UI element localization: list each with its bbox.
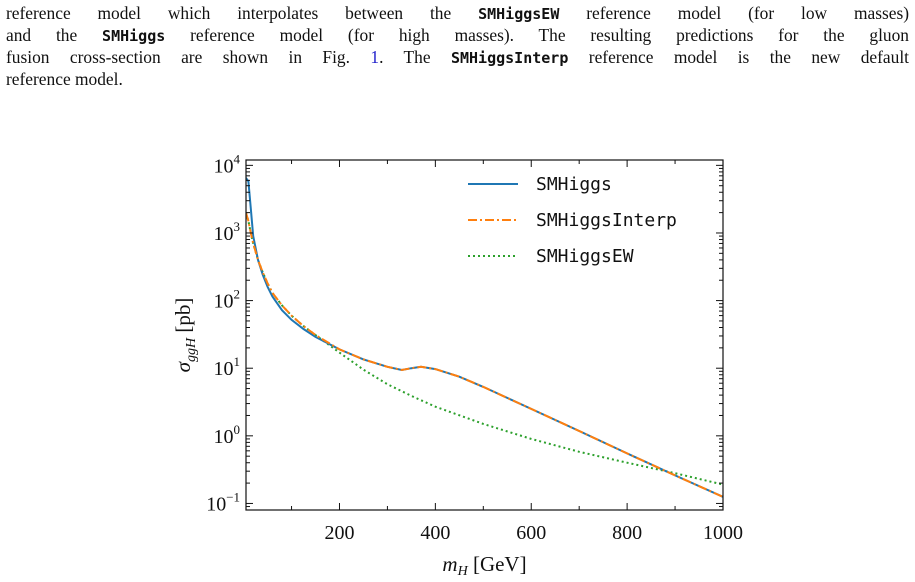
text-run: reference model which interpolates betwe… [6, 3, 479, 23]
x-tick-label-800: 800 [612, 522, 642, 544]
figure-reference-link[interactable]: 1 [370, 47, 380, 67]
legend-label-smhiggsew: SMHiggsEW [536, 246, 634, 267]
text-run: reference model is the new default [568, 47, 910, 67]
y-axis-label: σggH [pb] [171, 298, 199, 373]
legend-label-smhiggsinterp: SMHiggsInterp [536, 210, 677, 231]
legend-label-smhiggs: SMHiggs [536, 174, 612, 195]
y-tick-label: 103 [214, 219, 241, 245]
y-tick-label: 102 [214, 287, 241, 313]
paragraph-line-4: reference model. [6, 69, 123, 89]
x-tick-label-1000: 1000 [703, 522, 743, 544]
series-line-smhiggsinterp [246, 212, 723, 498]
x-tick-label-200: 200 [324, 522, 354, 544]
text-run: fusion cross-section are shown in Fig. [6, 47, 371, 67]
text-run: and the [6, 25, 103, 45]
code-smhiggsinterp: SMHiggsInterp [450, 49, 569, 67]
series-group [246, 177, 723, 498]
paragraph-line-3: fusion cross-section are shown in Fig. 1… [6, 46, 909, 68]
y-tick-label: 100 [214, 422, 241, 448]
body-paragraph: reference model which interpolates betwe… [6, 2, 909, 90]
text-run: . The [379, 47, 451, 67]
code-smhiggs: SMHiggs [102, 27, 166, 45]
series-line-smhiggsew [246, 212, 723, 486]
code-smhiggsew: SMHiggsEW [478, 5, 560, 23]
text-run: reference model (for high masses). The r… [165, 25, 909, 45]
paragraph-line-2: and the SMHiggs reference model (for hig… [6, 24, 909, 46]
x-tick-label-400: 400 [420, 522, 450, 544]
y-tick-label: 101 [214, 354, 241, 380]
y-tick-label: 104 [214, 151, 241, 177]
y-tick-label: 10−1 [206, 489, 240, 515]
text-run: reference model (for low masses) [559, 3, 910, 23]
plot-frame [245, 159, 724, 511]
paragraph-line-1: reference model which interpolates betwe… [6, 2, 909, 24]
x-axis-label: mH [GeV] [442, 552, 526, 579]
x-tick-label-600: 600 [516, 522, 546, 544]
